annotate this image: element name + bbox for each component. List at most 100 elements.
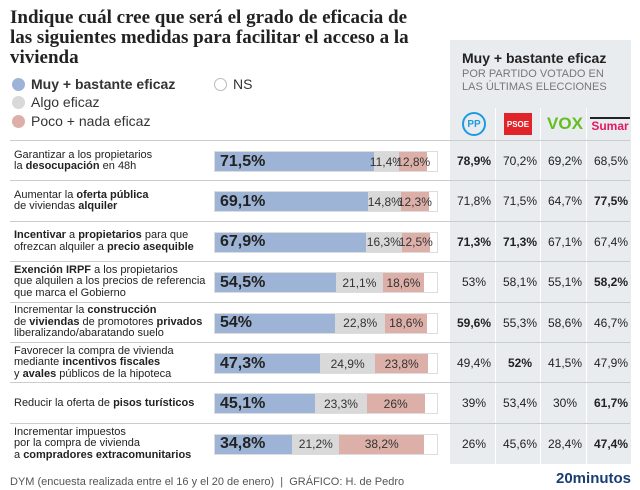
divider: [586, 108, 587, 464]
bar-muy-bastante: 34,8%: [215, 434, 293, 454]
stacked-bar: 67,9% 16,3% 12,5%: [214, 231, 438, 253]
row-label-part: avales: [22, 367, 57, 380]
chart-row: Favorecer la compra de vivienda mediante…: [10, 342, 630, 382]
divider: [495, 108, 496, 464]
legend-label: Muy + bastante eficaz: [31, 76, 176, 92]
row-label-part: a los propietarios que alquilen a los pr…: [14, 263, 206, 299]
bar-poco-nada: 12,8%: [396, 152, 430, 171]
party-value-sumar: 46,7%: [593, 315, 629, 330]
panel-title: Muy + bastante eficaz: [462, 50, 607, 66]
chart-row: Exención IRPF a los propietarios que alq…: [10, 261, 630, 301]
legend-label: Poco + nada eficaz: [31, 113, 151, 129]
party-value-pp: 71,3%: [456, 234, 492, 249]
party-value-pp: 59,6%: [456, 315, 492, 330]
chart-row: Incrementar impuestos por la compra de v…: [10, 422, 630, 463]
party-value-sumar: 77,5%: [593, 194, 629, 209]
bar-muy-bastante: 45,1%: [215, 394, 316, 414]
row-label-part: precio asequible: [106, 240, 194, 253]
bar-algo: 14,8%: [368, 192, 402, 212]
party-value-psoe: 71,5%: [502, 194, 538, 209]
party-value-sumar: 68,5%: [593, 154, 629, 168]
row-label-part: Incrementar la: [14, 304, 88, 317]
party-value-pp: 78,9%: [456, 154, 492, 168]
stacked-bar: 54,5% 21,1% 18,6%: [214, 272, 438, 294]
row-label-part: Incentivar: [14, 229, 66, 242]
psoe-logo: PSOE: [503, 112, 533, 136]
party-value-vox: 67,1%: [547, 234, 583, 249]
row-label: Incrementar impuestos por la compra de v…: [14, 426, 219, 462]
row-label-part: a: [65, 229, 79, 242]
bar-poco-nada: 26%: [366, 394, 425, 414]
chart-row: Incrementar la construcción de viviendas…: [10, 301, 630, 342]
stacked-bar: 47,3% 24,9% 23,8%: [214, 353, 438, 374]
row-label-part: Aumentar la: [14, 188, 77, 201]
bar-algo: 16,3%: [365, 232, 402, 252]
bar-poco-nada: 12,5%: [399, 232, 433, 252]
party-value-pp: 39%: [461, 396, 487, 411]
chart-row: Garantizar a los propietarios la desocup…: [10, 140, 630, 180]
party-value-sumar: 47,4%: [593, 436, 629, 451]
party-value-psoe: 53,4%: [502, 396, 538, 411]
row-label-part: de: [14, 315, 27, 328]
legend-swatch: [12, 77, 25, 91]
party-value-sumar: 47,9%: [593, 356, 629, 370]
party-value-sumar: 61,7%: [593, 396, 629, 411]
party-value-vox: 41,5%: [547, 356, 583, 370]
row-label-part: viviendas: [29, 315, 80, 328]
brand-logo: 20minutos: [556, 470, 632, 487]
vox-logo: VOX: [545, 112, 585, 136]
row-label-part: Favorecer la compra de vivienda mediante: [14, 344, 174, 369]
row-label-part: pisos turísticos: [113, 396, 195, 409]
party-value-psoe: 71,3%: [502, 234, 538, 249]
sumar-logo-text: Sumar: [591, 119, 629, 133]
psoe-logo-text: PSOE: [504, 113, 532, 135]
bar-muy-bastante: 54%: [215, 313, 335, 333]
legend-muy: Muy + bastante eficaz: [12, 76, 175, 92]
row-label-part: la: [14, 160, 23, 172]
chart-row: Incentivar a propietarios para que ofrez…: [10, 220, 630, 261]
sumar-logo: Sumar: [590, 117, 630, 133]
row-label-part: de promotores: [79, 315, 157, 328]
row-label-part: propietarios: [78, 229, 142, 242]
chart-row: Aumentar la oferta pública de viviendas …: [10, 180, 630, 220]
row-label-part: privados: [156, 315, 203, 328]
row-label-part: oferta pública: [76, 188, 149, 201]
row-label-part: Exención IRPF: [14, 263, 92, 276]
bar-poco-nada: 12,3%: [398, 192, 432, 212]
row-label: Aumentar la oferta pública de viviendas …: [14, 188, 219, 213]
party-value-pp: 49,4%: [456, 356, 492, 370]
row-label: Incrementar la construcción de viviendas…: [14, 305, 219, 340]
row-label: Garantizar a los propietarios la desocup…: [14, 148, 219, 173]
legend-swatch: [12, 114, 25, 128]
row-label: Incentivar a propietarios para que ofrez…: [14, 230, 219, 253]
row-label-part: en 48h: [99, 160, 137, 172]
bar-poco-nada: 23,8%: [375, 354, 429, 373]
party-value-sumar: 58,2%: [593, 275, 629, 290]
row-label-part: compradores extracomunitarios: [23, 448, 192, 461]
bar-poco-nada: 18,6%: [385, 313, 427, 333]
bar-algo: 22,8%: [334, 313, 386, 333]
party-value-psoe: 55,3%: [502, 315, 538, 330]
bar-algo: 21,1%: [335, 273, 383, 293]
party-value-sumar: 67,4%: [593, 234, 629, 249]
bar-algo: 24,9%: [320, 354, 376, 373]
party-value-vox: 58,6%: [547, 315, 583, 330]
bar-poco-nada: 18,6%: [382, 273, 425, 293]
legend-swatch: [12, 95, 25, 109]
party-value-vox: 28,4%: [547, 436, 583, 451]
pp-logo: PP: [460, 112, 488, 136]
bar-algo: 11,4%: [370, 152, 403, 171]
row-label-part: incentivos fiscales: [62, 356, 161, 369]
row-label-part: Reducir la oferta de: [14, 396, 114, 409]
row-label-part: desocupación: [25, 160, 100, 172]
party-value-psoe: 70,2%: [502, 154, 538, 168]
legend-label: NS: [233, 76, 253, 92]
bar-muy-bastante: 71,5%: [215, 152, 374, 171]
row-label: Reducir la oferta de pisos turísticos: [14, 396, 219, 410]
row-label-part: Garantizar a los propietarios: [14, 148, 153, 161]
row-label-part: liberalizando/abaratando suelo: [14, 327, 164, 340]
party-value-psoe: 45,6%: [502, 436, 538, 451]
bar-poco-nada: 38,2%: [339, 434, 425, 454]
legend-poco: Poco + nada eficaz: [12, 113, 150, 129]
row-label-part: y: [14, 367, 20, 380]
